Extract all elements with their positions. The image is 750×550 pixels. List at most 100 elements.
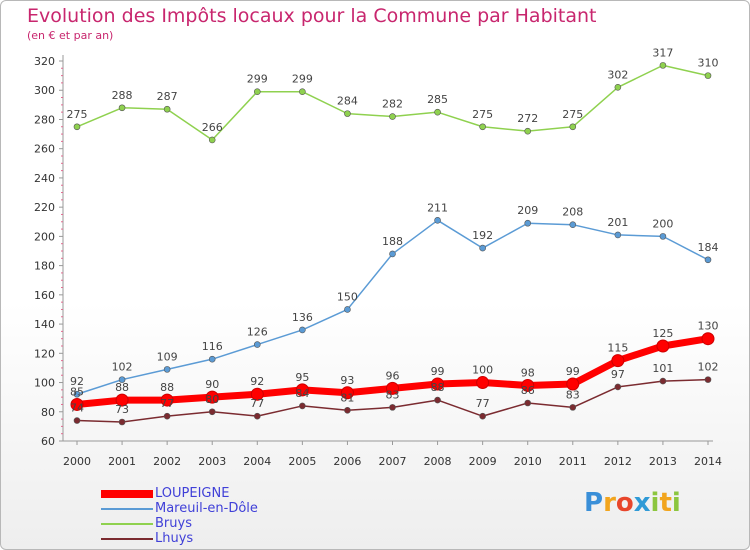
data-label: 116 — [202, 340, 223, 353]
data-label: 93 — [340, 374, 354, 387]
data-point — [614, 231, 622, 239]
legend-label: Bruys — [155, 516, 192, 531]
data-label: 77 — [160, 397, 174, 410]
data-label: 92 — [250, 375, 264, 388]
data-label: 208 — [562, 206, 583, 219]
legend-swatch — [101, 508, 153, 510]
data-point — [704, 72, 712, 79]
data-label: 299 — [247, 73, 268, 86]
data-label: 97 — [611, 368, 625, 381]
logo-letter: x — [633, 488, 651, 518]
data-point — [253, 88, 261, 95]
data-label: 282 — [382, 98, 403, 111]
data-point — [389, 404, 396, 411]
data-label: 288 — [112, 89, 133, 102]
data-point — [479, 244, 486, 252]
y-tick-label: 120 — [34, 347, 55, 360]
data-label: 77 — [476, 397, 490, 410]
data-point — [118, 418, 126, 426]
data-label: 96 — [386, 369, 400, 382]
data-point — [163, 105, 171, 113]
data-point — [434, 108, 441, 116]
data-label: 115 — [607, 342, 628, 355]
data-point — [118, 376, 126, 383]
data-point — [299, 88, 306, 95]
data-label: 83 — [386, 388, 400, 401]
data-label: 209 — [517, 204, 538, 217]
y-tick-label: 140 — [34, 318, 55, 331]
logo-letter: t — [659, 488, 672, 518]
data-label: 90 — [205, 378, 219, 391]
legend-label: Mareuil-en-Dôle — [155, 501, 258, 516]
data-label: 102 — [698, 361, 719, 374]
data-point — [70, 397, 84, 411]
data-label: 150 — [337, 290, 358, 303]
y-tick-label: 80 — [41, 406, 55, 419]
data-point — [614, 383, 622, 391]
data-point — [163, 366, 171, 373]
data-point — [704, 376, 712, 383]
y-tick-label: 100 — [34, 377, 55, 390]
data-point — [118, 104, 126, 112]
data-label: 136 — [292, 311, 313, 324]
y-tick-label: 240 — [34, 172, 55, 185]
x-tick-label: 2000 — [63, 455, 91, 468]
data-point — [701, 332, 715, 346]
data-label: 83 — [566, 388, 580, 401]
x-tick-label: 2013 — [649, 455, 677, 468]
data-point — [386, 381, 399, 395]
chart-title: Evolution des Impôts locaux pour la Comm… — [27, 5, 597, 27]
x-tick-label: 2006 — [333, 455, 361, 468]
data-point — [208, 355, 216, 363]
legend-swatch — [101, 490, 153, 498]
data-point — [253, 341, 261, 348]
data-point — [611, 354, 625, 368]
data-label: 99 — [431, 365, 445, 378]
data-label: 275 — [472, 108, 493, 121]
data-label: 317 — [652, 46, 673, 59]
data-label: 184 — [698, 241, 719, 254]
data-point — [656, 339, 670, 353]
data-label: 266 — [202, 121, 223, 134]
logo-letter: P — [584, 488, 604, 518]
y-tick-label: 180 — [34, 260, 55, 273]
data-point — [73, 390, 81, 398]
data-label: 85 — [70, 385, 84, 398]
data-point — [434, 396, 441, 404]
data-point — [253, 412, 261, 420]
data-label: 95 — [295, 371, 309, 384]
data-label: 284 — [337, 95, 358, 108]
data-point — [344, 306, 351, 313]
data-label: 275 — [562, 108, 583, 121]
data-point — [299, 402, 306, 410]
data-point — [205, 390, 219, 404]
data-label: 272 — [517, 112, 538, 125]
data-point — [479, 412, 486, 420]
legend-label: LOUPEIGNE — [155, 486, 230, 501]
data-point — [208, 136, 216, 144]
chart-subtitle: (en € et par an) — [27, 29, 114, 42]
data-point — [659, 62, 667, 69]
data-label: 88 — [160, 381, 174, 394]
data-point — [569, 123, 577, 131]
x-tick-label: 2008 — [424, 455, 452, 468]
data-label: 74 — [70, 402, 84, 415]
x-tick-label: 2014 — [694, 455, 722, 468]
data-point — [295, 383, 309, 397]
data-point — [389, 113, 396, 120]
x-tick-label: 2012 — [604, 455, 632, 468]
x-tick-label: 2010 — [514, 455, 542, 468]
data-label: 88 — [431, 381, 445, 394]
logo-letter: o — [615, 488, 634, 518]
data-label: 80 — [205, 393, 219, 406]
data-point — [479, 123, 486, 131]
x-tick-label: 2003 — [198, 455, 226, 468]
proxiti-logo: Proxiti — [584, 488, 681, 518]
data-label: 302 — [607, 68, 628, 81]
data-point — [569, 221, 577, 228]
data-point — [434, 217, 441, 224]
data-label: 310 — [698, 57, 719, 70]
data-point — [431, 377, 445, 391]
data-point — [524, 399, 532, 407]
